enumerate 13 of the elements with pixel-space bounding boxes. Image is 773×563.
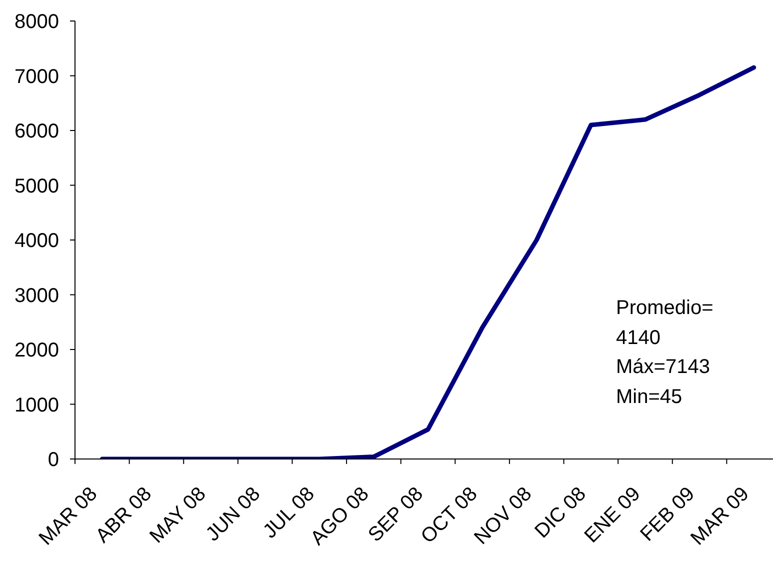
y-tick-label: 4000 xyxy=(14,230,59,252)
y-tick-label: 8000 xyxy=(14,11,59,34)
y-tick-label: 7000 xyxy=(14,66,59,88)
annotation: Min=45 xyxy=(616,385,684,410)
y-tick-label: 3000 xyxy=(14,284,59,307)
y-tick-label: 6000 xyxy=(14,120,59,143)
y-tick-label: 1000 xyxy=(14,394,59,416)
y-tick-label: 5000 xyxy=(14,175,59,198)
annotation: Máx=7143 xyxy=(616,355,711,380)
line-series xyxy=(100,65,756,459)
y-tick-label: 0 xyxy=(48,449,59,472)
y-tick-label: 2000 xyxy=(14,340,59,362)
annotation: Promedio= 4140 xyxy=(616,296,714,351)
